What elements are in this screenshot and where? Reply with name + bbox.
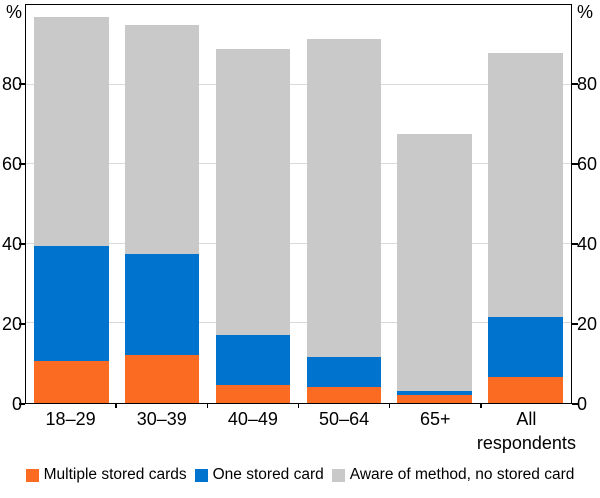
x-tick-mark xyxy=(388,403,391,408)
bars-layer xyxy=(26,5,571,403)
grid-layer xyxy=(26,5,571,403)
y-tick-mark xyxy=(572,243,578,245)
x-axis-category-label: 40–49 xyxy=(227,409,278,429)
x-tick-mark xyxy=(115,403,117,408)
bar-segment xyxy=(34,16,109,246)
bar-segment xyxy=(397,395,472,403)
bar-group xyxy=(117,5,208,403)
gridline xyxy=(26,163,571,165)
bar-segment xyxy=(397,391,472,396)
stacked-bar xyxy=(34,5,109,403)
bar-segment xyxy=(306,387,382,403)
legend-item: Aware of method, no stored card xyxy=(331,466,575,484)
bar-segment xyxy=(306,38,382,358)
y-axis-unit-right: % xyxy=(577,2,594,22)
legend-label: Aware of method, no stored card xyxy=(349,466,575,483)
bar-group xyxy=(26,5,117,403)
y-axis-unit-left: % xyxy=(5,2,22,22)
bar-segment xyxy=(215,335,291,386)
stacked-bar xyxy=(397,5,472,403)
bar-group xyxy=(208,5,299,403)
bar-group xyxy=(298,5,389,403)
y-tick-label: 60 xyxy=(1,154,22,174)
x-axis-category-label: 30–39 xyxy=(136,409,187,429)
legend-item: Multiple stored cards xyxy=(25,466,187,484)
gridline xyxy=(26,322,571,324)
bar-segment xyxy=(34,361,109,403)
bar-segment xyxy=(215,385,291,403)
x-tick-mark xyxy=(206,403,209,408)
y-tick-label: 60 xyxy=(577,154,598,174)
bar-segment xyxy=(125,24,200,254)
y-tick-label: 40 xyxy=(1,234,22,254)
bar-segment xyxy=(125,253,200,356)
bar-segment xyxy=(125,355,200,403)
y-tick-mark xyxy=(572,403,578,405)
y-tick-label: 40 xyxy=(577,234,598,254)
y-tick-label: 20 xyxy=(1,314,22,334)
x-axis-category-label: 18–29 xyxy=(45,409,96,429)
y-tick-mark xyxy=(19,163,25,165)
bar-group xyxy=(389,5,480,403)
legend-swatch-icon xyxy=(194,468,208,482)
x-axis-category-label: 50–64 xyxy=(319,409,370,429)
bar-segment xyxy=(215,48,291,336)
y-tick-label: 80 xyxy=(577,74,598,94)
y-tick-label: 80 xyxy=(1,74,22,94)
legend-swatch-icon xyxy=(25,468,39,482)
y-tick-label: 20 xyxy=(577,314,598,334)
bar-segment xyxy=(488,52,563,318)
stacked-bar xyxy=(215,5,291,403)
bar-segment xyxy=(488,317,563,378)
legend-label: One stored card xyxy=(212,466,324,483)
legend-swatch-icon xyxy=(331,468,345,482)
bar-group xyxy=(480,5,571,403)
x-axis-category-label: 65+ xyxy=(419,409,451,429)
bar-segment xyxy=(34,245,109,362)
y-tick-mark xyxy=(572,83,578,85)
legend-item: One stored card xyxy=(194,466,324,484)
y-tick-mark xyxy=(19,243,25,245)
legend: Multiple stored cards One stored card Awar… xyxy=(0,466,600,484)
y-tick-mark xyxy=(19,83,25,85)
bar-segment xyxy=(488,377,563,403)
plot-area xyxy=(25,4,572,404)
legend-label: Multiple stored cards xyxy=(43,466,187,483)
stacked-bar xyxy=(488,5,563,403)
y-tick-mark xyxy=(19,403,25,405)
y-tick-mark xyxy=(19,323,25,325)
y-tick-mark xyxy=(572,163,578,165)
bar-segment xyxy=(397,134,472,392)
y-tick-mark xyxy=(572,323,578,325)
x-tick-mark xyxy=(297,403,300,408)
bar-segment xyxy=(306,357,382,388)
x-tick-mark xyxy=(480,403,482,408)
x-axis-category-label: All respondents xyxy=(476,409,576,453)
stacked-bar xyxy=(306,5,382,403)
stacked-bar xyxy=(125,5,200,403)
gridline xyxy=(26,83,571,85)
y-tick-label: 0 xyxy=(577,394,588,414)
y-tick-label: 0 xyxy=(11,394,22,414)
gridline xyxy=(26,242,571,244)
